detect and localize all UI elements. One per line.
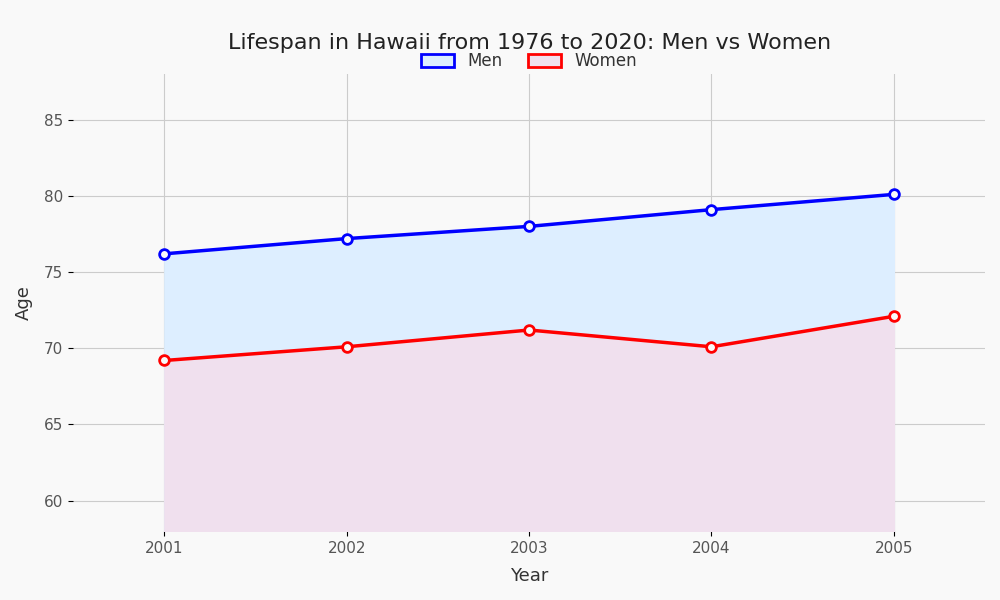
Y-axis label: Age: Age [15, 285, 33, 320]
Legend: Men, Women: Men, Women [414, 46, 644, 77]
Title: Lifespan in Hawaii from 1976 to 2020: Men vs Women: Lifespan in Hawaii from 1976 to 2020: Me… [228, 33, 831, 53]
X-axis label: Year: Year [510, 567, 548, 585]
